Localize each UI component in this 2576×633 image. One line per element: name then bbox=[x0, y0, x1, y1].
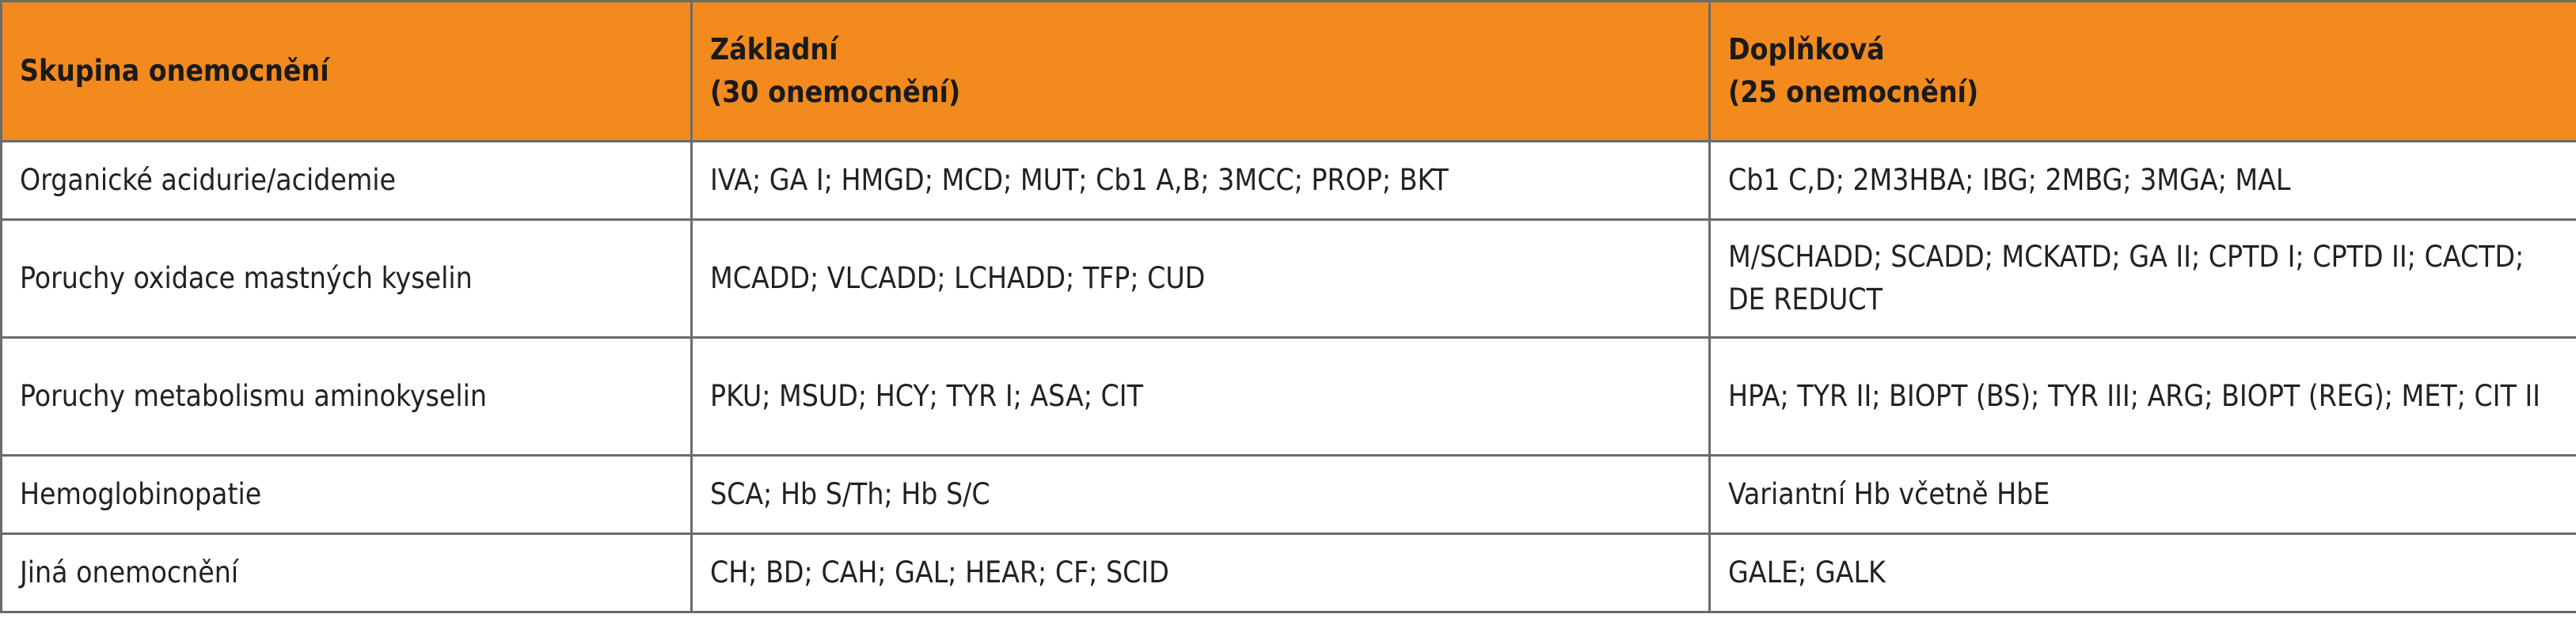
table-cell: GALE; GALK bbox=[1708, 533, 2576, 613]
header-text: (25 onemocnění) bbox=[1728, 75, 1979, 109]
table-body: Organické acidurie/acidemie IVA; GA I; HM… bbox=[0, 140, 2576, 613]
table-row: Hemoglobinopatie SCA; Hb S/Th; Hb S/C Vari… bbox=[0, 454, 2576, 535]
table-cell: Cb1 C,D; 2M3HBA; IBG; 2MBG; 3MGA; MAL bbox=[1708, 140, 2576, 221]
table-cell: Variantní Hb včetně HbE bbox=[1708, 454, 2576, 535]
table-cell: M/SCHADD; SCADD; MCKATD; GA II; CPTD I; … bbox=[1708, 218, 2576, 339]
header-text: Doplňková bbox=[1728, 32, 1885, 66]
table-cell: SCA; Hb S/Th; Hb S/C bbox=[690, 454, 1711, 535]
table-row: Jiná onemocnění CH; BD; CAH; GAL; HEAR; C… bbox=[0, 533, 2576, 613]
disease-table: Skupina onemocnění Základní (30 onemocnění… bbox=[0, 0, 2576, 613]
header-cell: Doplňková (25 onemocnění) bbox=[1708, 0, 2576, 142]
header-row: Skupina onemocnění Základní (30 onemocnění… bbox=[0, 0, 2576, 142]
table-row: Organické acidurie/acidemie IVA; GA I; HM… bbox=[0, 140, 2576, 221]
header-text: Skupina onemocnění bbox=[20, 54, 329, 88]
table-cell: Organické acidurie/acidemie bbox=[0, 140, 693, 221]
table-cell: IVA; GA I; HMGD; MCD; MUT; Cb1 A,B; 3MCC… bbox=[690, 140, 1711, 221]
table-row: Poruchy metabolismu aminokyselin PKU; MSU… bbox=[0, 336, 2576, 457]
header-cell: Základní (30 onemocnění) bbox=[690, 0, 1711, 142]
table-cell: HPA; TYR II; BIOPT (BS); TYR III; ARG; B… bbox=[1708, 336, 2576, 457]
table-cell: MCADD; VLCADD; LCHADD; TFP; CUD bbox=[690, 218, 1711, 339]
table-cell: CH; BD; CAH; GAL; HEAR; CF; SCID bbox=[690, 533, 1711, 613]
table-cell: Hemoglobinopatie bbox=[0, 454, 693, 535]
table-cell: Poruchy oxidace mastných kyselin bbox=[0, 218, 693, 339]
header-cell: Skupina onemocnění bbox=[0, 0, 693, 142]
table-cell: Poruchy metabolismu aminokyselin bbox=[0, 336, 693, 457]
header-text: (30 onemocnění) bbox=[710, 75, 961, 109]
table-row: Poruchy oxidace mastných kyselin MCADD; V… bbox=[0, 218, 2576, 339]
table-cell: Jiná onemocnění bbox=[0, 533, 693, 613]
header-text: Základní bbox=[710, 32, 838, 66]
table-cell: PKU; MSUD; HCY; TYR I; ASA; CIT bbox=[690, 336, 1711, 457]
